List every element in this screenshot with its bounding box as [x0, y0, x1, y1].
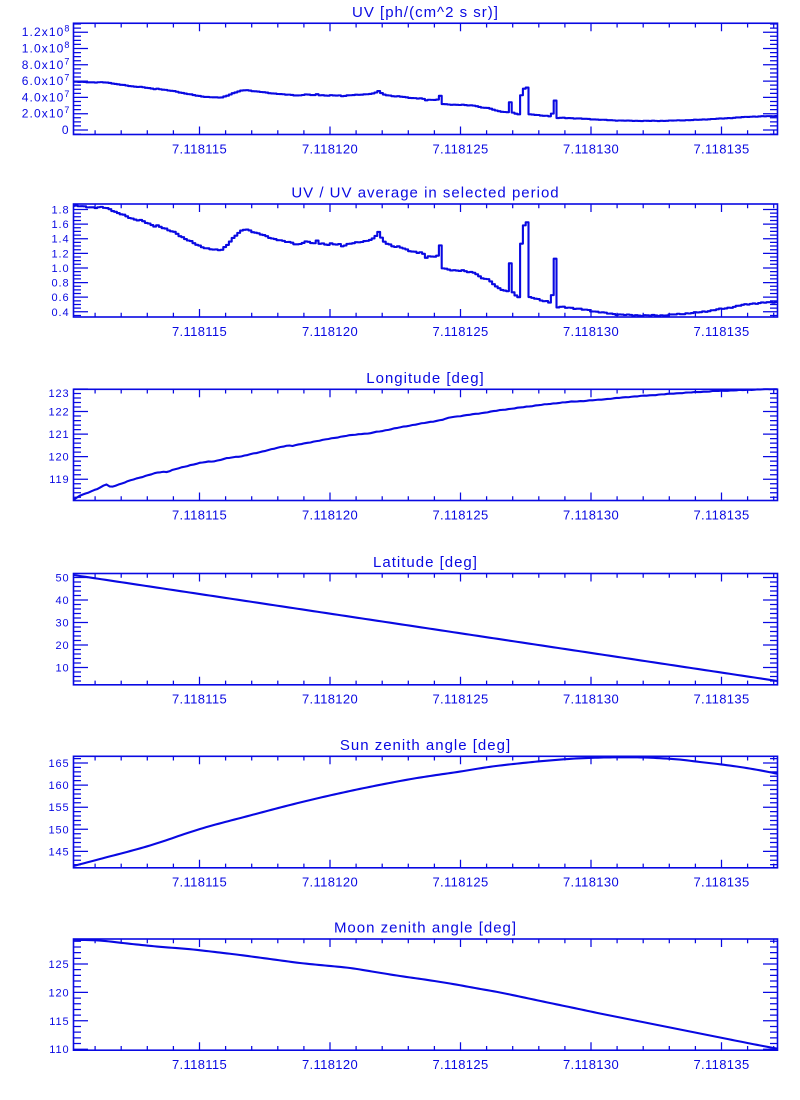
svg-text:165: 165 [48, 758, 69, 770]
svg-text:123: 123 [48, 388, 69, 400]
svg-text:10: 10 [55, 663, 69, 675]
svg-text:7.118125: 7.118125 [432, 141, 488, 156]
svg-text:110: 110 [49, 1044, 69, 1056]
svg-text:119: 119 [49, 474, 69, 486]
svg-text:7.118125: 7.118125 [432, 692, 488, 707]
svg-text:7.118115: 7.118115 [172, 324, 227, 339]
svg-text:7.118135: 7.118135 [693, 141, 749, 156]
svg-text:150: 150 [48, 824, 69, 836]
svg-text:120: 120 [48, 452, 69, 464]
svg-text:UV / UV average in selected pe: UV / UV average in selected period [291, 185, 559, 202]
svg-text:7.118130: 7.118130 [563, 1057, 619, 1072]
svg-text:7.118130: 7.118130 [563, 692, 619, 707]
svg-text:0.4: 0.4 [52, 307, 70, 319]
svg-text:0.8: 0.8 [52, 278, 70, 290]
svg-text:7.118125: 7.118125 [432, 1057, 488, 1072]
svg-text:7.118125: 7.118125 [432, 324, 488, 339]
svg-text:7.118120: 7.118120 [302, 324, 358, 339]
svg-text:121: 121 [48, 429, 69, 441]
svg-text:6.0x107: 6.0x107 [22, 73, 71, 89]
svg-text:1.8: 1.8 [52, 205, 70, 217]
svg-text:7.118115: 7.118115 [172, 692, 227, 707]
svg-text:7.118115: 7.118115 [172, 875, 227, 890]
svg-text:7.118120: 7.118120 [302, 875, 358, 890]
svg-text:1.2x108: 1.2x108 [22, 24, 71, 40]
svg-text:7.118135: 7.118135 [693, 507, 749, 522]
svg-text:7.118130: 7.118130 [563, 141, 619, 156]
svg-text:Longitude [deg]: Longitude [deg] [366, 370, 484, 387]
svg-text:7.118115: 7.118115 [172, 141, 227, 156]
svg-text:1.2: 1.2 [52, 248, 70, 260]
svg-text:7.118130: 7.118130 [563, 507, 619, 522]
svg-text:7.118115: 7.118115 [172, 507, 227, 522]
svg-text:155: 155 [48, 802, 69, 814]
svg-text:7.118135: 7.118135 [693, 1057, 749, 1072]
svg-text:1.0: 1.0 [52, 263, 70, 275]
svg-text:20: 20 [55, 640, 69, 652]
svg-text:Moon zenith angle [deg]: Moon zenith angle [deg] [334, 920, 517, 937]
svg-text:7.118130: 7.118130 [563, 875, 619, 890]
svg-text:120: 120 [48, 987, 69, 999]
svg-text:7.118120: 7.118120 [302, 507, 358, 522]
svg-text:125: 125 [48, 959, 69, 971]
svg-text:7.118120: 7.118120 [302, 1057, 358, 1072]
svg-text:Latitude [deg]: Latitude [deg] [373, 554, 478, 571]
svg-text:40: 40 [55, 595, 69, 607]
svg-text:50: 50 [55, 573, 69, 585]
svg-text:7.118120: 7.118120 [302, 692, 358, 707]
svg-text:Sun zenith angle [deg]: Sun zenith angle [deg] [340, 737, 511, 754]
svg-text:UV [ph/(cm^2 s sr)]: UV [ph/(cm^2 s sr)] [352, 4, 499, 21]
svg-text:115: 115 [49, 1016, 69, 1028]
svg-text:7.118125: 7.118125 [432, 875, 488, 890]
svg-text:8.0x107: 8.0x107 [22, 56, 71, 72]
svg-text:7.118120: 7.118120 [302, 141, 358, 156]
svg-text:2.0x107: 2.0x107 [22, 105, 71, 121]
svg-text:7.118135: 7.118135 [693, 324, 749, 339]
svg-text:145: 145 [48, 846, 69, 858]
svg-text:0.6: 0.6 [52, 292, 70, 304]
svg-text:30: 30 [55, 618, 69, 630]
svg-text:1.4: 1.4 [52, 234, 70, 246]
svg-text:7.118130: 7.118130 [563, 324, 619, 339]
svg-text:7.118135: 7.118135 [693, 692, 749, 707]
svg-text:122: 122 [48, 407, 69, 419]
svg-text:1.6: 1.6 [52, 219, 70, 231]
svg-text:0: 0 [62, 123, 70, 137]
svg-text:160: 160 [48, 780, 69, 792]
svg-text:7.118115: 7.118115 [172, 1057, 227, 1072]
svg-text:1.0x108: 1.0x108 [22, 40, 71, 56]
svg-text:7.118125: 7.118125 [432, 507, 488, 522]
svg-text:7.118135: 7.118135 [693, 875, 749, 890]
svg-text:4.0x107: 4.0x107 [22, 89, 71, 105]
